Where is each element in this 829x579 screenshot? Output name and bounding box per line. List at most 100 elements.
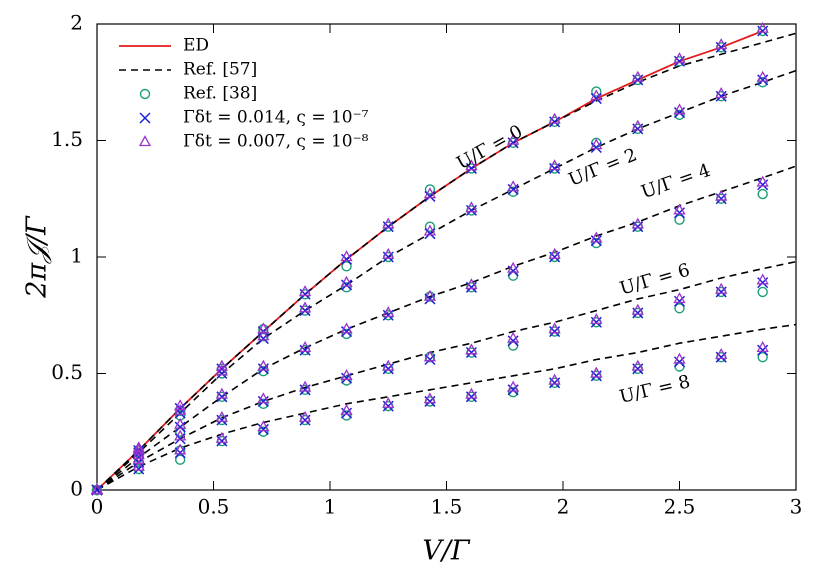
triangle-marker [631,70,644,82]
cross-marker [549,116,561,128]
triangle-marker [174,429,187,441]
triangle-marker [715,38,728,50]
triangle-marker [715,87,728,99]
cross-marker [299,414,311,426]
cross-marker [549,326,561,338]
triangle-marker [298,301,312,313]
cross-marker [424,395,436,407]
cross-marker [757,277,769,289]
cross-marker [341,407,353,419]
cross-marker [257,395,269,407]
cross-marker [216,391,228,403]
triangle-marker [507,380,520,392]
cross-marker [715,286,727,298]
triangle-marker [382,306,395,318]
cross-marker [632,221,644,233]
circle-marker [258,426,269,437]
cross-marker [507,183,519,195]
cross-marker [549,251,561,263]
cross-marker [257,363,269,375]
cross-marker [465,391,477,403]
x-tick-label: 0 [91,495,104,519]
legend-swatch [139,88,151,100]
triangle-marker [756,21,769,33]
triangle-marker [257,392,270,404]
curve-annotation: U/Γ = 4 [639,160,714,203]
triangle-marker [590,89,603,101]
triangle-marker [756,70,769,82]
x-tick-label: 0.5 [198,495,230,519]
cross-marker [341,326,353,338]
cross-marker [257,423,269,435]
cross-marker [507,335,519,347]
triangle-marker [132,452,145,464]
cross-marker [424,228,436,240]
ref-curve [96,260,797,491]
triangle-marker [132,441,145,453]
circle-marker [507,186,519,197]
cross-marker [632,363,644,375]
circle-marker [258,398,269,409]
triangle-marker [382,359,395,371]
cross-marker [465,281,477,293]
triangle-marker [340,403,353,415]
circle-marker [341,375,352,386]
cross-marker [133,463,145,475]
triangle-marker [756,175,769,187]
x-axis-label: V/Γ [422,536,471,567]
circle-marker [674,214,685,225]
y-tick-label: 0 [70,477,83,501]
triangle-marker [340,368,353,380]
cross-marker [382,221,394,233]
triangle-marker [340,322,353,334]
triangle-marker [548,373,561,385]
triangle-marker [382,217,395,229]
cross-marker [632,123,644,135]
y-tick-label: 0.5 [51,360,83,384]
legend-label: Γδt = 0.014, ς = 10⁻⁷ [183,108,369,128]
cross-marker [757,344,769,356]
circle-marker [341,410,352,421]
curve-annotation: U/Γ = 8 [618,371,693,408]
circle-marker [674,109,685,121]
cross-marker [174,421,186,433]
triangle-marker [673,52,686,64]
circle-marker [674,303,685,314]
circle-marker [591,237,602,249]
circle-marker [757,351,768,363]
circle-marker [424,221,436,232]
y-axis-label: 2π𝒥/Γ [22,215,53,299]
triangle-marker [423,289,437,301]
cross-marker [382,251,394,263]
cross-marker [465,162,477,174]
legend-label: ED [183,36,209,56]
cross-marker [507,265,519,277]
triangle-marker [631,119,644,131]
circle-marker [757,77,768,88]
cross-marker [216,414,228,426]
triangle-marker [423,392,437,404]
cross-marker [424,353,436,366]
triangle-marker [715,348,728,360]
cross-marker [341,253,353,265]
cross-marker [424,293,436,305]
cross-marker [341,372,353,384]
triangle-marker [423,350,437,362]
x-tick-label: 1.5 [431,495,463,519]
cross-marker [715,90,727,102]
cross-marker [299,305,311,317]
cross-marker [590,316,602,328]
circle-marker [258,365,269,377]
circle-marker [507,386,519,398]
triangle-marker [465,159,478,171]
triangle-marker [715,282,728,294]
triangle-marker [215,364,228,376]
x-tick-label: 2 [557,495,570,519]
triangle-marker [215,387,228,399]
triangle-marker [548,159,561,171]
cross-marker [757,179,769,191]
legend-label: Ref. [57] [183,60,257,80]
cross-marker [673,55,686,67]
cross-marker [590,141,602,154]
triangle-marker [631,303,644,315]
